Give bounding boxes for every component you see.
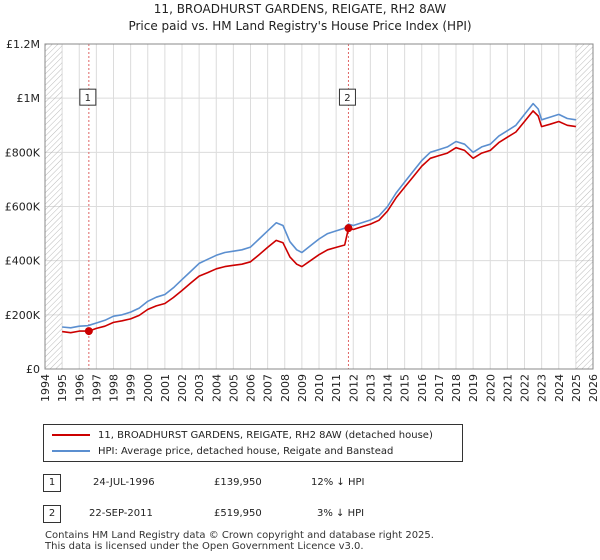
x-tick-label: 2015 — [399, 374, 412, 402]
footer-licence: This data is licensed under the Open Gov… — [45, 541, 364, 552]
x-tick-label: 2004 — [210, 374, 223, 402]
x-tick-label: 2014 — [382, 374, 395, 402]
transaction-date: 22-SEP-2011 — [89, 508, 153, 519]
transaction-date: 24-JUL-1996 — [93, 477, 155, 488]
hatched-region-end — [575, 44, 593, 369]
chart-subtitle: Price paid vs. HM Land Registry's House … — [128, 19, 472, 33]
x-tick-label: 2023 — [536, 374, 549, 402]
y-tick-label: £1M — [17, 92, 41, 105]
transaction-hpi-diff: 3% ↓ HPI — [317, 508, 365, 519]
property-price-line — [61, 110, 577, 334]
transaction-price: £139,950 — [214, 477, 262, 488]
price-chart: 1 2 £0 £200K £400K £600K £800K £1M £1.2M 1994 199… — [5, 38, 600, 402]
x-tick-label: 2000 — [142, 374, 155, 402]
plot-border — [44, 43, 594, 370]
x-tick-label: 2010 — [313, 374, 326, 402]
hpi-line — [62, 102, 577, 329]
y-tick-label: £200K — [5, 309, 41, 322]
x-tick-label: 2008 — [279, 374, 292, 402]
hatched-region-start — [45, 44, 63, 369]
legend-item-hpi: HPI: Average price, detached house, Reig… — [52, 443, 393, 459]
footer-copyright: Contains HM Land Registry data © Crown c… — [45, 530, 434, 541]
sale-marker-box — [79, 88, 97, 106]
sale-marker-box — [338, 88, 356, 106]
sale-marker-label: 2 — [344, 93, 350, 104]
x-tick-label: 2009 — [296, 374, 309, 402]
legend-swatch-property — [52, 434, 90, 436]
x-tick-label: 2007 — [262, 374, 275, 402]
chart-legend: 11, BROADHURST GARDENS, REIGATE, RH2 8AW… — [43, 424, 463, 462]
transaction-hpi-diff: 12% ↓ HPI — [311, 477, 365, 488]
x-tick-label: 2021 — [501, 374, 514, 402]
transaction-badge: 1 — [43, 474, 61, 492]
sale-point — [344, 224, 353, 233]
x-tick-label: 2017 — [433, 374, 446, 402]
y-tick-label: £400K — [5, 255, 41, 268]
x-tick-label: 2003 — [193, 374, 206, 402]
y-tick-label: £0 — [26, 363, 40, 376]
x-tick-label: 1996 — [73, 374, 86, 402]
transaction-badge: 2 — [43, 505, 61, 523]
x-tick-label: 2005 — [227, 374, 240, 402]
x-tick-label: 1999 — [125, 374, 138, 402]
x-tick-label: 1995 — [56, 374, 69, 402]
x-tick-label: 1998 — [108, 374, 121, 402]
x-tick-label: 2019 — [467, 374, 480, 402]
legend-label-hpi: HPI: Average price, detached house, Reig… — [98, 445, 394, 457]
legend-item-property: 11, BROADHURST GARDENS, REIGATE, RH2 8AW… — [52, 427, 433, 443]
y-tick-label: £1.2M — [6, 38, 40, 51]
transaction-price: £519,950 — [214, 508, 262, 519]
y-tick-label: £600K — [5, 201, 41, 214]
x-tick-label: 2002 — [176, 374, 189, 402]
chart-title: 11, BROADHURST GARDENS, REIGATE, RH2 8AW — [153, 2, 447, 16]
x-tick-label: 2025 — [570, 374, 583, 402]
x-tick-label: 2001 — [159, 374, 172, 402]
x-tick-label: 1994 — [39, 374, 52, 402]
x-tick-label: 2011 — [330, 374, 343, 402]
x-tick-label: 2018 — [450, 374, 463, 402]
x-tick-label: 2012 — [347, 374, 360, 402]
y-tick-label: £800K — [5, 146, 41, 159]
legend-label-property: 11, BROADHURST GARDENS, REIGATE, RH2 8AW… — [98, 429, 433, 441]
x-tick-label: 2013 — [364, 374, 377, 402]
legend-swatch-hpi — [52, 450, 90, 452]
x-tick-label: 2026 — [587, 374, 600, 402]
x-tick-label: 2024 — [553, 374, 566, 402]
x-tick-label: 2022 — [519, 374, 532, 402]
x-tick-label: 2020 — [484, 374, 497, 402]
x-tick-label: 2006 — [245, 374, 258, 402]
sale-marker-label: 1 — [85, 93, 91, 104]
sale-point — [84, 327, 93, 336]
x-tick-label: 2016 — [416, 374, 429, 402]
x-tick-label: 1997 — [90, 374, 103, 402]
